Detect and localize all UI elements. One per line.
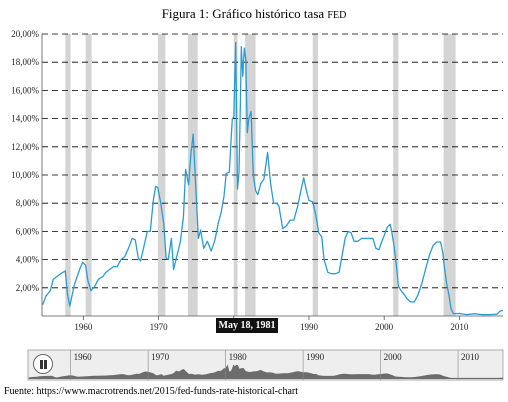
- axes: 2,00% 4,00% 6,00% 8,00% 10,00% 12,00% 14,00% 16…: [11, 29, 503, 332]
- x-tick-label: 1970: [150, 322, 169, 332]
- y-tick-label: 18,00%: [11, 57, 39, 67]
- chart-title: Figura 1: Gráfico histórico tasa FED: [0, 6, 508, 22]
- y-tick-label: 14,00%: [11, 114, 39, 124]
- date-tooltip: May 18, 1981: [216, 318, 278, 333]
- x-tick-label: 2010: [450, 322, 469, 332]
- pause-icon: [40, 360, 43, 369]
- y-tick-label: 4,00%: [16, 255, 40, 265]
- navigator-year-label: 1960: [74, 352, 93, 362]
- chart-title-main: Figura 1: Gráfico histórico tasa: [161, 6, 328, 21]
- y-tick-label: 12,00%: [11, 142, 39, 152]
- grid-lines: [42, 33, 503, 289]
- y-tick-label: 20,00%: [11, 29, 39, 39]
- series-line: [42, 41, 504, 316]
- navigator-year-label: 1990: [306, 352, 325, 362]
- navigator-year-label: 1970: [151, 352, 170, 362]
- x-tick-label: 2000: [375, 322, 394, 332]
- y-tick-label: 2,00%: [16, 283, 40, 293]
- navigator-area: [28, 364, 504, 379]
- navigator-year-label: 1980: [229, 352, 248, 362]
- y-tick-label: 6,00%: [16, 226, 40, 236]
- pause-button[interactable]: [33, 354, 53, 374]
- navigator-year-label: 2010: [461, 352, 480, 362]
- x-tick-label: 1960: [74, 322, 93, 332]
- x-tick-label: 1990: [300, 322, 319, 332]
- chart-title-fed: FED: [327, 10, 347, 21]
- recession-band: [157, 34, 166, 316]
- navigator[interactable]: 1960 1970 1980 1990 2000 2010: [27, 349, 504, 381]
- recession-band: [245, 34, 256, 316]
- source-note: Fuente: https://www.macrotrends.net/2015…: [4, 386, 298, 397]
- y-tick-label: 10,00%: [11, 170, 39, 180]
- recession-band: [85, 34, 92, 316]
- y-tick-label: 8,00%: [16, 198, 40, 208]
- series-layer: [42, 41, 504, 316]
- y-tick-label: 16,00%: [11, 85, 39, 95]
- recession-band: [443, 34, 456, 316]
- navigator-year-label: 2000: [384, 352, 403, 362]
- fed-rate-chart: 2,00% 4,00% 6,00% 8,00% 10,00% 12,00% 14,00% 16…: [11, 29, 504, 381]
